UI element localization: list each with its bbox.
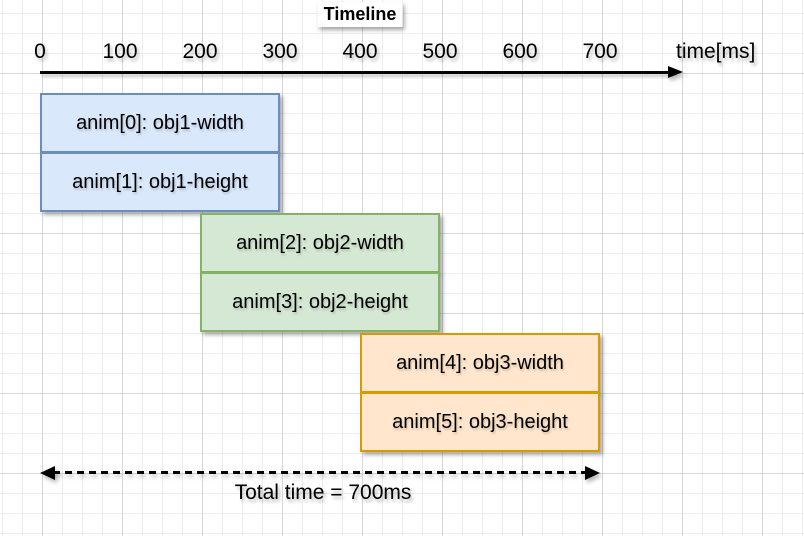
total-time-arrow-line[interactable] xyxy=(53,471,587,474)
anim-group-obj1: anim[0]: obj1-width anim[1]: obj1-height xyxy=(40,93,280,212)
diagram-title[interactable]: Timeline xyxy=(317,2,403,27)
time-axis-line[interactable] xyxy=(40,71,669,74)
anim-bar-label: anim[4]: obj3-width xyxy=(396,351,564,374)
anim-bar-label: anim[0]: obj1-width xyxy=(76,111,244,134)
anim-bar-label: anim[3]: obj2-height xyxy=(232,290,408,313)
axis-tick-label-300: 300 xyxy=(262,40,298,63)
axis-tick-label-400: 400 xyxy=(342,40,378,63)
axis-tick-label-700: 700 xyxy=(582,40,618,63)
axis-tick-label-500: 500 xyxy=(422,40,458,63)
anim-bar[interactable]: anim[3]: obj2-height xyxy=(200,272,440,332)
total-arrow-left-head-icon xyxy=(40,466,55,480)
axis-tick-label-100: 100 xyxy=(102,40,138,63)
anim-bar[interactable]: anim[5]: obj3-height xyxy=(360,392,600,452)
anim-bar[interactable]: anim[4]: obj3-width xyxy=(360,333,600,393)
anim-bar[interactable]: anim[2]: obj2-width xyxy=(200,213,440,273)
anim-bar[interactable]: anim[1]: obj1-height xyxy=(40,152,280,212)
total-arrow-right-head-icon xyxy=(585,466,600,480)
anim-bar-label: anim[1]: obj1-height xyxy=(72,170,248,193)
anim-bar-label: anim[2]: obj2-width xyxy=(236,231,404,254)
axis-tick-label-0: 0 xyxy=(34,40,46,63)
total-time-label[interactable]: Total time = 700ms xyxy=(234,481,412,504)
anim-group-obj2: anim[2]: obj2-width anim[3]: obj2-height xyxy=(200,213,440,332)
axis-tick-label-200: 200 xyxy=(182,40,218,63)
anim-bar[interactable]: anim[0]: obj1-width xyxy=(40,93,280,153)
axis-arrowhead-icon xyxy=(668,66,683,78)
anim-bar-label: anim[5]: obj3-height xyxy=(392,410,568,433)
axis-tick-label-600: 600 xyxy=(502,40,538,63)
axis-unit-label: time[ms] xyxy=(676,40,756,63)
anim-group-obj3: anim[4]: obj3-width anim[5]: obj3-height xyxy=(360,333,600,452)
